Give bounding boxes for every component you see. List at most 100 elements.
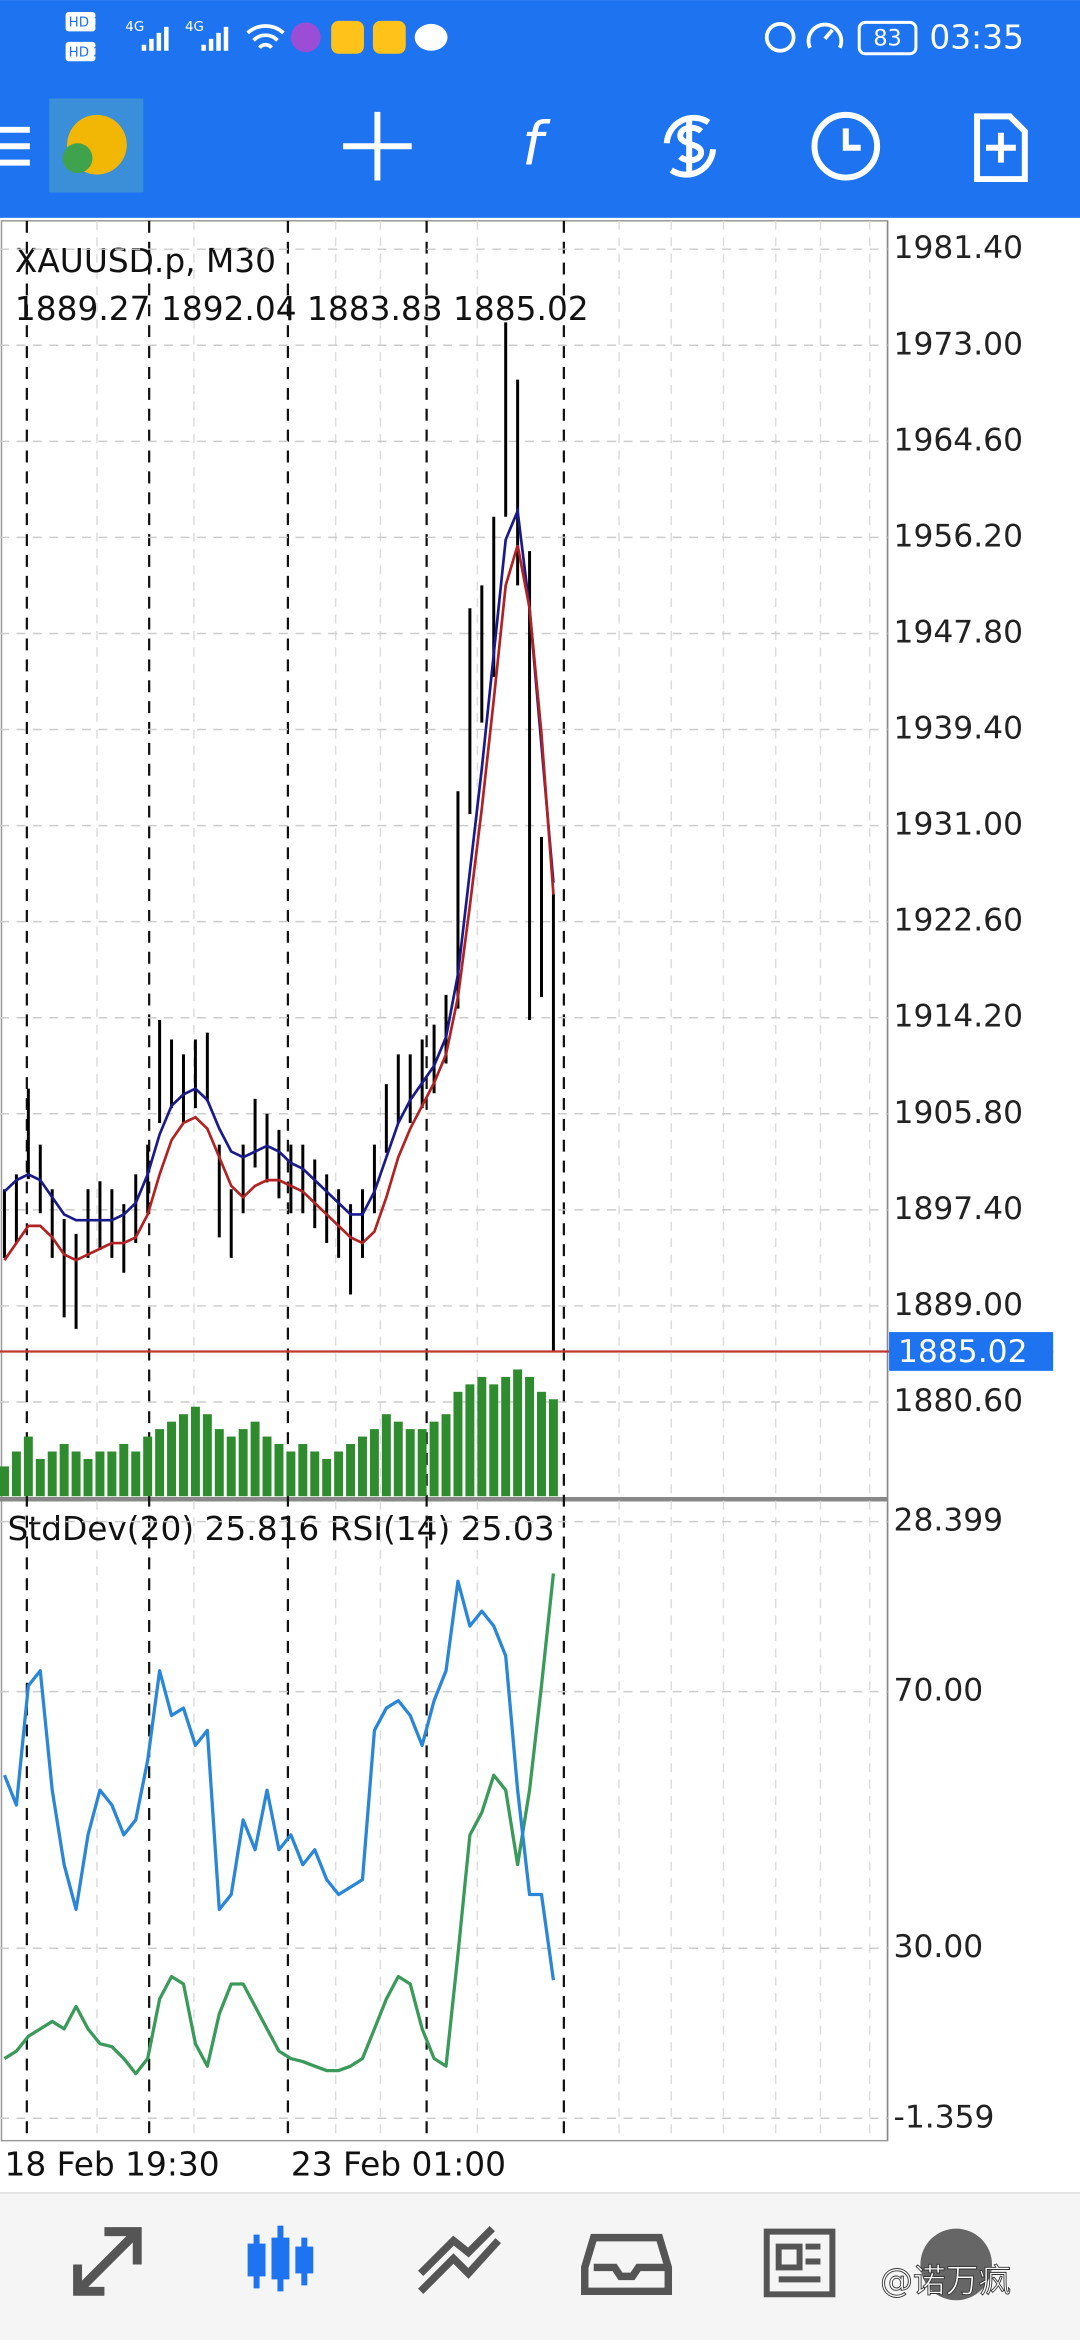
- bottom-nav: [0, 2192, 1080, 2340]
- clock: 03:35: [929, 18, 1024, 56]
- sim1: HD 1: [69, 15, 102, 30]
- history-hands: [842, 128, 861, 151]
- volume-bar: [23, 1436, 33, 1497]
- app-icon: [290, 22, 321, 53]
- volume-bar: [71, 1451, 81, 1497]
- volume-bar: [298, 1444, 308, 1497]
- volume-bar: [35, 1458, 45, 1497]
- symbol-title: XAUUSD.p, M30: [15, 242, 276, 280]
- y-tick-label: 30.00: [894, 1929, 984, 1965]
- sim-badge: [65, 11, 96, 32]
- x-tick-label: 18 Feb 19:30: [4, 2146, 219, 2184]
- sim2: HD 2: [69, 45, 102, 60]
- app-icon: [372, 20, 406, 54]
- volume-bar: [95, 1451, 105, 1497]
- volume-bar: [190, 1406, 200, 1497]
- volume-bar: [501, 1376, 511, 1497]
- volume-bar: [405, 1429, 415, 1497]
- volume-bar: [274, 1444, 284, 1497]
- battery-icon: [857, 20, 918, 56]
- y-tick-label: 28.399: [894, 1503, 1004, 1539]
- volume-bar: [226, 1436, 236, 1497]
- volume-bar: [489, 1384, 499, 1497]
- y-tick-label: 1914.20: [894, 999, 1024, 1035]
- volume-bar: [346, 1444, 356, 1497]
- volume-bar: [537, 1391, 546, 1497]
- volume-bar: [143, 1436, 153, 1497]
- y-tick-label: 1931.00: [894, 807, 1024, 843]
- moving-average: [3, 505, 555, 1222]
- indicator-title: StdDev(20) 25.816 RSI(14) 25.03: [7, 1510, 554, 1548]
- volume-bar: [429, 1421, 439, 1497]
- volume-bar: [179, 1414, 188, 1497]
- last-price-box: [889, 1332, 1054, 1371]
- volume-bar: [369, 1429, 379, 1497]
- speed-icon: [806, 22, 844, 49]
- period-separators: [25, 220, 565, 2141]
- menu-button[interactable]: [0, 126, 30, 166]
- volume-bar: [453, 1391, 463, 1497]
- news-tab[interactable]: [763, 2228, 836, 2298]
- volume-bar: [477, 1376, 487, 1497]
- volume-bar: [238, 1429, 248, 1497]
- volume-bar: [83, 1458, 93, 1497]
- volume-bar: [131, 1451, 141, 1497]
- y-tick-label: 1897.40: [894, 1191, 1024, 1227]
- y-tick-label: 1939.40: [894, 711, 1024, 747]
- settings-tab[interactable]: [920, 2228, 992, 2301]
- volume-bar: [119, 1444, 129, 1497]
- y-tick-label: 1889.00: [894, 1287, 1024, 1323]
- y-tick-label: 1905.80: [894, 1095, 1024, 1131]
- y-tick-label: 70.00: [894, 1673, 984, 1709]
- history-button[interactable]: [811, 111, 881, 181]
- y-tick-label: 1981.40: [894, 230, 1024, 266]
- volume-bar: [417, 1429, 427, 1497]
- volume-bar: [441, 1414, 451, 1497]
- history-tab[interactable]: [581, 2233, 673, 2296]
- y-tick-label: 1956.20: [894, 518, 1024, 554]
- volume-bar: [59, 1444, 69, 1497]
- battery-level: 83: [873, 25, 901, 51]
- sim-badge: [65, 41, 96, 62]
- chat-icon: [414, 23, 448, 51]
- new-order-button[interactable]: [974, 113, 1028, 183]
- top-bar: [0, 0, 1080, 218]
- y-tick-label: 1922.60: [894, 903, 1024, 939]
- y-tick-label: 1947.80: [894, 614, 1024, 650]
- last-price-label: 1885.02: [898, 1334, 1027, 1370]
- volume-bar: [250, 1421, 260, 1497]
- volume-bar: [47, 1451, 57, 1497]
- volume-bar: [310, 1451, 320, 1497]
- net2: 4G: [185, 20, 204, 35]
- y-tick-label: 1964.60: [894, 422, 1024, 458]
- ohlc-values: 1889.27 1892.04 1883.83 1885.02: [15, 290, 589, 328]
- volume-bar: [393, 1421, 403, 1497]
- y-tick-label: 1973.00: [894, 326, 1024, 362]
- signal-icon: [141, 26, 229, 51]
- x-tick-label: 23 Feb 01:00: [291, 2146, 506, 2184]
- alarm-icon: [764, 22, 796, 53]
- volume-bar: [358, 1436, 367, 1497]
- volume-bar: [525, 1376, 535, 1497]
- wifi-icon: [246, 24, 285, 50]
- y-tick-label: -1.359: [894, 2099, 995, 2135]
- chart-tab[interactable]: [247, 2237, 314, 2280]
- chart: [0, 220, 889, 2142]
- trade-tab[interactable]: [418, 2226, 501, 2294]
- quotes-tab[interactable]: [73, 2227, 142, 2296]
- vertical-grid: [96, 220, 871, 2141]
- trade-button[interactable]: [663, 114, 717, 178]
- volume-bar: [322, 1458, 332, 1497]
- watermark: @诺万疯: [880, 2262, 1011, 2300]
- volume-bar: [11, 1451, 21, 1497]
- volume-bar: [286, 1451, 296, 1497]
- volume-bar: [0, 1466, 9, 1497]
- volume-bar: [548, 1399, 558, 1497]
- volume-bar: [513, 1369, 523, 1497]
- volume-bar: [167, 1421, 177, 1497]
- y-tick-label: 1880.60: [894, 1383, 1024, 1419]
- crosshair-button[interactable]: [343, 111, 412, 181]
- volume-bar: [202, 1414, 212, 1497]
